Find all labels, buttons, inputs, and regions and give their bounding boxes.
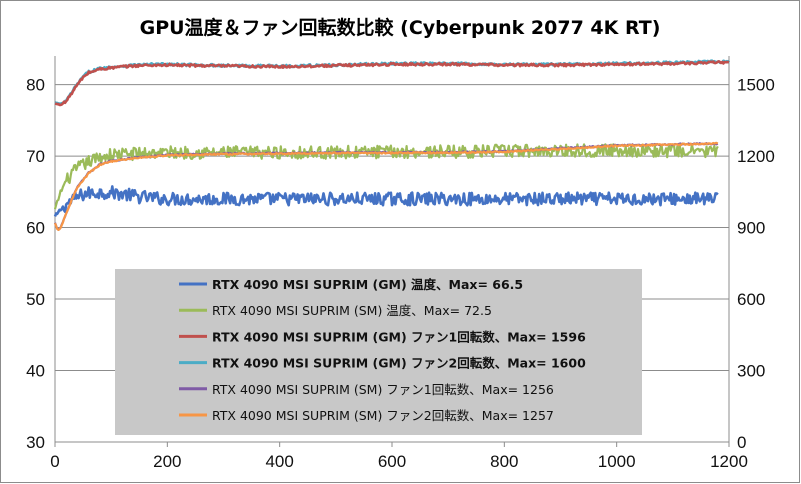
x-tick-label: 1200: [710, 452, 748, 471]
y-right-tick-label: 1200: [737, 147, 775, 166]
series-line: [54, 60, 730, 107]
legend: RTX 4090 MSI SUPRIM (GM) 温度、Max= 66.5 RTX…: [115, 269, 642, 435]
series-line: [53, 185, 719, 217]
chart-title: GPU温度＆ファン回転数比較 (Cyberpunk 2077 4K RT): [140, 16, 661, 39]
x-tick-label: 400: [265, 452, 293, 471]
y-right-tick-label: 900: [737, 219, 765, 238]
y-left-tick-label: 60: [26, 219, 45, 238]
legend-entry-label: RTX 4090 MSI SUPRIM (SM) ファン1回転数、Max= 12…: [212, 382, 554, 397]
y-right-tick-label: 600: [737, 290, 765, 309]
x-tick-label: 600: [378, 452, 406, 471]
legend-entry-label: RTX 4090 MSI SUPRIM (GM) ファン2回転数、Max= 16…: [212, 356, 586, 371]
legend-entry-label: RTX 4090 MSI SUPRIM (GM) ファン1回転数、Max= 15…: [212, 329, 586, 344]
y-left-tick-label: 70: [26, 147, 45, 166]
x-tick-label: 800: [490, 452, 518, 471]
y-left-tick-label: 50: [26, 290, 45, 309]
legend-entry-label: RTX 4090 MSI SUPRIM (GM) 温度、Max= 66.5: [212, 277, 523, 292]
x-tick-label: 1000: [598, 452, 636, 471]
y-left-tick-label: 30: [26, 433, 45, 452]
y-right-tick-label: 0: [737, 433, 746, 452]
series-line: [53, 141, 719, 231]
legend-entry-label: RTX 4090 MSI SUPRIM (SM) ファン2回転数、Max= 12…: [212, 408, 554, 423]
series-line: [53, 143, 719, 210]
x-tick-label: 0: [50, 452, 59, 471]
y-right-tick-label: 1500: [737, 76, 775, 95]
series-lines: [53, 59, 731, 231]
x-tick-label: 200: [153, 452, 181, 471]
y-left-tick-label: 80: [26, 76, 45, 95]
legend-box: [115, 269, 642, 435]
legend-entry-label: RTX 4090 MSI SUPRIM (SM) 温度、Max= 72.5: [212, 303, 492, 318]
y-left-tick-label: 40: [26, 362, 45, 381]
y-right-tick-label: 300: [737, 362, 765, 381]
